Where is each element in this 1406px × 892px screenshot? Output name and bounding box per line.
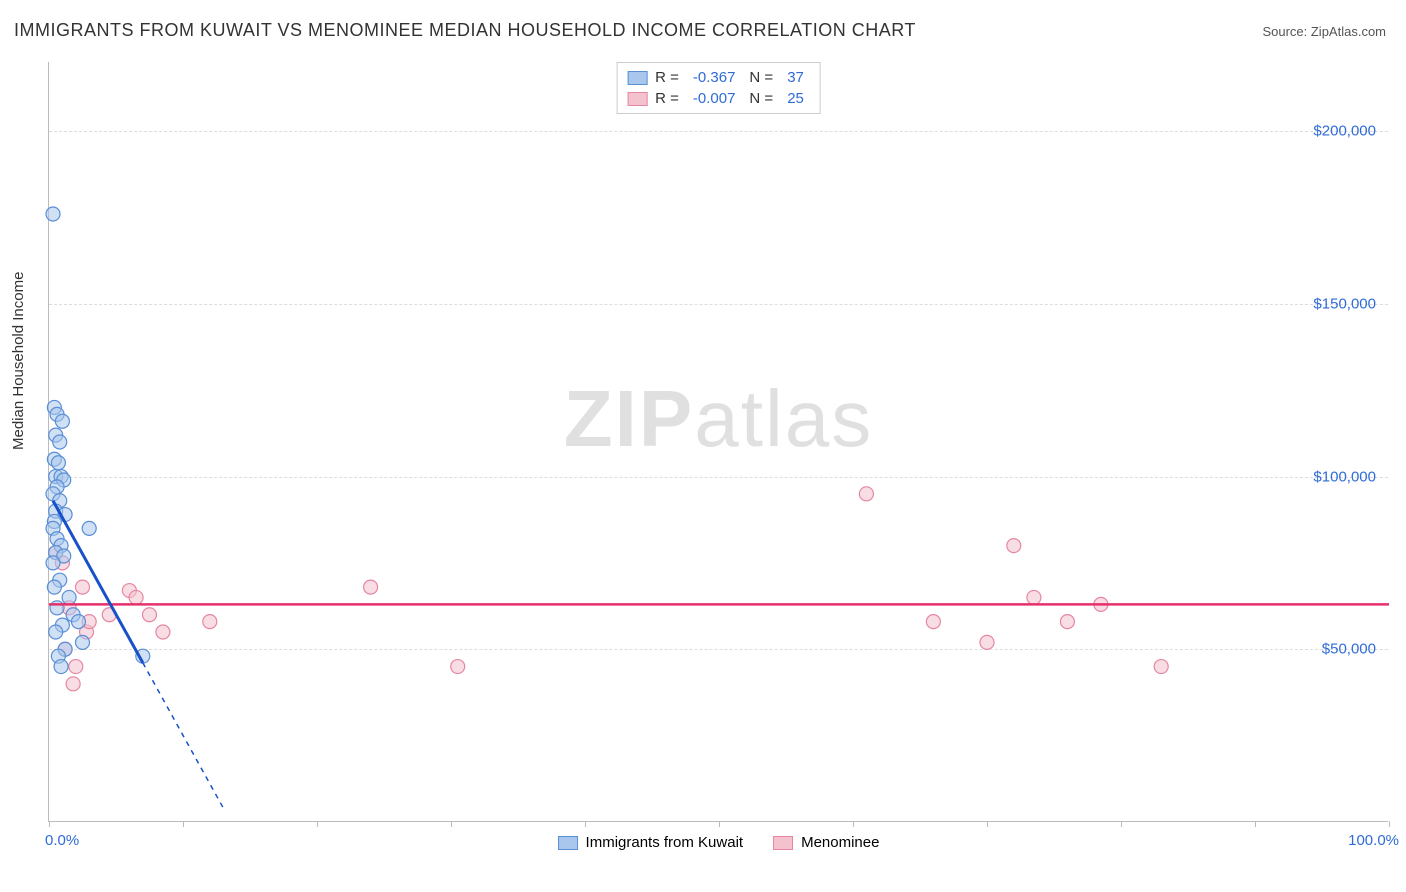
y-tick-label: $150,000: [1313, 295, 1376, 312]
r-label: R =: [655, 90, 679, 107]
data-point: [69, 660, 83, 674]
data-point: [50, 601, 64, 615]
data-point: [859, 487, 873, 501]
chart-svg: [49, 62, 1388, 821]
swatch-menominee: [627, 92, 647, 106]
legend-item-menominee: Menominee: [773, 834, 879, 851]
chart-title: IMMIGRANTS FROM KUWAIT VS MENOMINEE MEDI…: [14, 20, 916, 41]
data-point: [926, 615, 940, 629]
stat-legend: R = -0.367 N = 37 R = -0.007 N = 25: [616, 62, 821, 114]
n-label: N =: [749, 69, 773, 86]
data-point: [1027, 590, 1041, 604]
x-tick-label: 0.0%: [45, 832, 79, 849]
data-point: [203, 615, 217, 629]
data-point: [54, 660, 68, 674]
y-tick-label: $200,000: [1313, 123, 1376, 140]
data-point: [76, 580, 90, 594]
data-point: [71, 615, 85, 629]
series-legend: Immigrants from Kuwait Menominee: [558, 834, 880, 851]
r-value-kuwait: -0.367: [693, 69, 736, 86]
y-tick-label: $100,000: [1313, 468, 1376, 485]
source-attribution: Source: ZipAtlas.com: [1262, 24, 1386, 39]
data-point: [46, 207, 60, 221]
data-point: [53, 435, 67, 449]
n-value-kuwait: 37: [787, 69, 804, 86]
swatch-menominee: [773, 836, 793, 850]
data-point: [46, 556, 60, 570]
data-point: [143, 608, 157, 622]
data-point: [1007, 539, 1021, 553]
x-tick-label: 100.0%: [1339, 832, 1399, 849]
data-point: [1154, 660, 1168, 674]
data-point: [51, 456, 65, 470]
r-label: R =: [655, 69, 679, 86]
data-point: [62, 590, 76, 604]
n-value-menominee: 25: [787, 90, 804, 107]
y-tick-label: $50,000: [1322, 641, 1376, 658]
data-point: [47, 580, 61, 594]
legend-item-kuwait: Immigrants from Kuwait: [558, 834, 744, 851]
stat-row-menominee: R = -0.007 N = 25: [627, 88, 810, 109]
r-value-menominee: -0.007: [693, 90, 736, 107]
swatch-kuwait: [627, 71, 647, 85]
data-point: [76, 635, 90, 649]
swatch-kuwait: [558, 836, 578, 850]
stat-row-kuwait: R = -0.367 N = 37: [627, 67, 810, 88]
legend-label-kuwait: Immigrants from Kuwait: [586, 834, 744, 851]
data-point: [129, 590, 143, 604]
data-point: [66, 677, 80, 691]
data-point: [980, 635, 994, 649]
data-point: [82, 521, 96, 535]
data-point: [1060, 615, 1074, 629]
data-point: [55, 414, 69, 428]
n-label: N =: [749, 90, 773, 107]
legend-label-menominee: Menominee: [801, 834, 879, 851]
data-point: [49, 625, 63, 639]
data-point: [364, 580, 378, 594]
y-axis-label: Median Household Income: [10, 272, 27, 450]
data-point: [451, 660, 465, 674]
trend-line-kuwait-dashed: [143, 663, 223, 808]
data-point: [156, 625, 170, 639]
plot-area: ZIPatlas R = -0.367 N = 37 R = -0.007 N …: [48, 62, 1388, 822]
